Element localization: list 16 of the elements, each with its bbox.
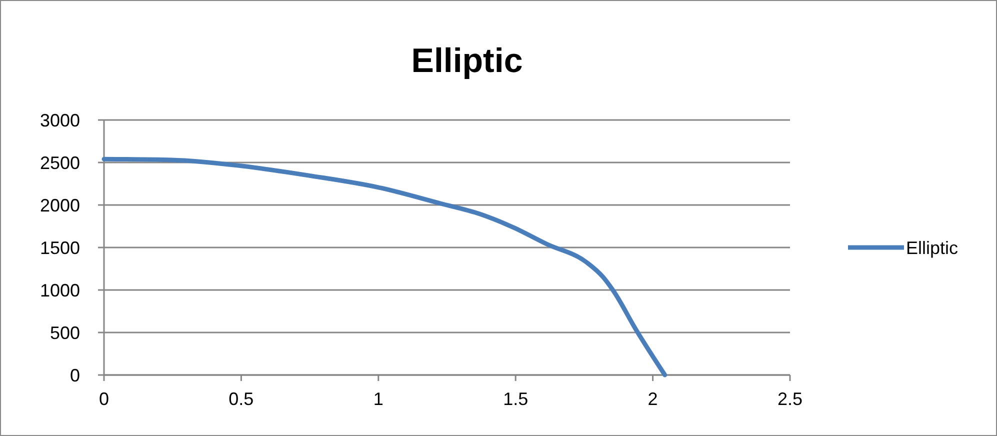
y-tick-label: 1500 [40, 238, 80, 258]
x-tick-label: 0 [98, 389, 110, 409]
y-tick-label: 1000 [40, 280, 80, 300]
x-tick-label: 2.5 [777, 389, 803, 409]
chart-title: Elliptic [411, 42, 523, 80]
y-tick-label: 3000 [40, 110, 80, 130]
legend-label: Elliptic [906, 238, 958, 258]
x-tick-label: 1 [373, 389, 384, 409]
line-series [102, 156, 668, 378]
x-tick-label: 1.5 [503, 389, 528, 409]
y-tick-label: 2000 [40, 195, 80, 216]
y-tick-label: 500 [50, 322, 80, 343]
y-tick-label: 2500 [40, 152, 80, 173]
y-tick-label: 0 [70, 365, 80, 386]
x-tick-label: 0.5 [228, 389, 254, 409]
x-tick-label: 2 [648, 389, 658, 409]
